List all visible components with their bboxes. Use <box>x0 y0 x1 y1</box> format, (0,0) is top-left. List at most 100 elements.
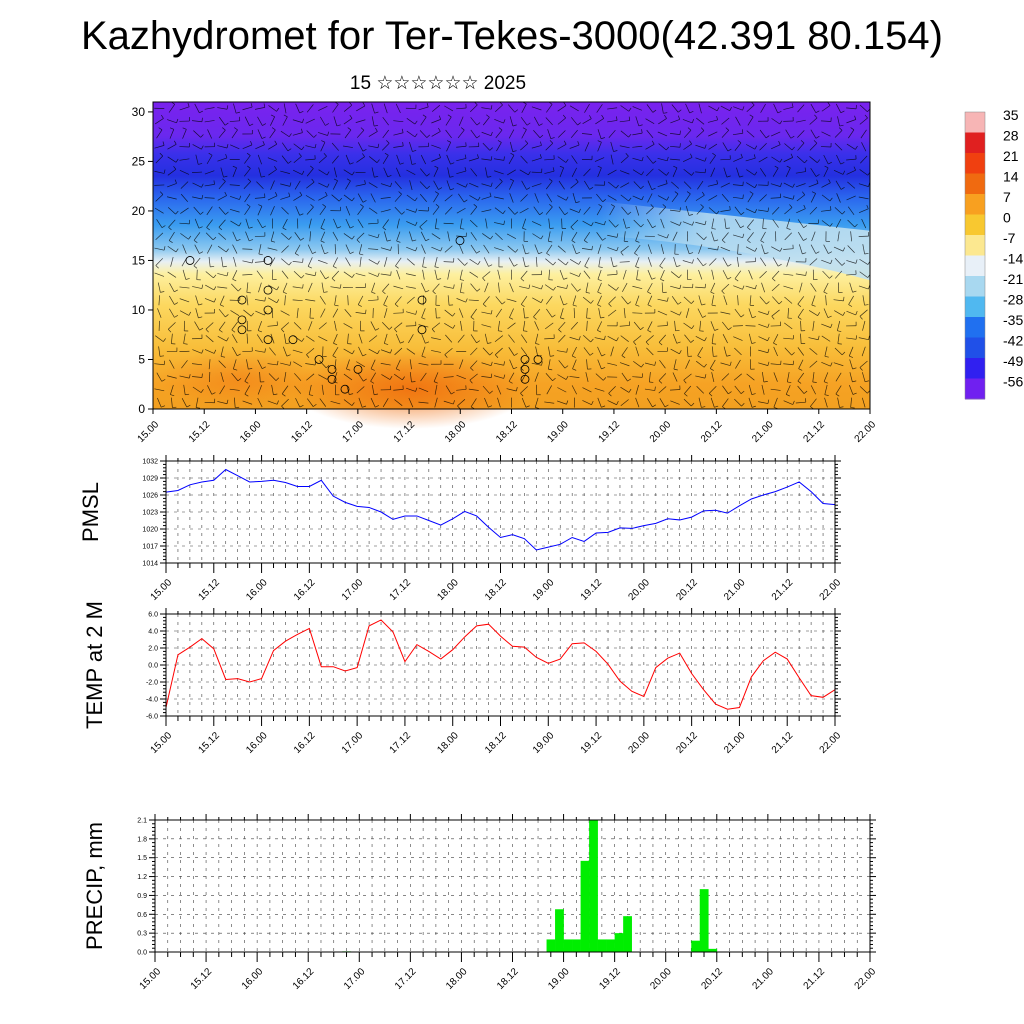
wind-barb <box>346 359 350 370</box>
wind-barb-flag <box>390 349 393 354</box>
wind-barb-flag <box>597 279 602 282</box>
wind-barb <box>380 363 391 366</box>
colorbar-swatch <box>965 214 985 236</box>
wind-barb-flag <box>514 353 518 356</box>
wind-barb <box>632 312 643 314</box>
wind-barb <box>469 104 478 113</box>
wind-barb <box>342 145 353 148</box>
wind-barb <box>646 347 654 356</box>
wind-barb <box>846 195 856 201</box>
wind-barb <box>747 219 754 228</box>
wind-barb-flag <box>435 228 440 230</box>
wind-barb <box>533 129 541 138</box>
x-tick-label: 18.00 <box>435 577 461 603</box>
wind-barb <box>444 347 453 355</box>
wind-barb-flag <box>174 315 179 318</box>
colorbar-label: -21 <box>1003 271 1023 287</box>
wind-barb-flag <box>334 304 339 307</box>
wind-barb-flag <box>855 311 858 316</box>
wind-barb <box>683 168 692 176</box>
wind-barb <box>837 116 840 127</box>
calm-wind-circle <box>263 335 273 345</box>
wind-barb-flag <box>540 299 544 303</box>
wind-barb <box>732 132 743 136</box>
wind-barb <box>444 194 453 202</box>
wind-barb-flag <box>575 178 579 183</box>
wind-barb-flag <box>274 140 278 145</box>
wind-barb-flag <box>377 143 380 148</box>
wind-barb <box>859 386 868 394</box>
wind-barb-flag <box>564 212 569 216</box>
wind-barb <box>406 387 416 392</box>
wind-barb <box>583 347 591 356</box>
wind-barb-flag <box>779 247 783 252</box>
wind-barb-flag <box>270 114 275 117</box>
wind-barb-flag <box>425 341 430 344</box>
wind-barb <box>821 361 831 367</box>
wind-barb <box>496 142 502 152</box>
x-tick-label: 15.12 <box>187 419 213 445</box>
wind-barb <box>608 219 616 228</box>
wind-barb-flag <box>332 355 337 359</box>
wind-barb <box>319 206 327 215</box>
wind-barb <box>619 120 630 123</box>
wind-barb <box>745 261 756 263</box>
wind-barb <box>232 231 238 242</box>
x-tick-label: 15.12 <box>196 730 222 756</box>
wind-barb <box>409 154 413 165</box>
wind-barb <box>670 310 680 316</box>
wind-barb-flag <box>224 122 229 126</box>
x-tick-label: 17.12 <box>388 730 414 756</box>
wind-barb-flag <box>725 127 729 131</box>
wind-barb-flag <box>704 144 707 149</box>
wind-barb <box>307 282 313 293</box>
wind-barb-flag <box>811 191 816 194</box>
wind-barb <box>230 310 240 316</box>
wind-barb <box>481 196 492 200</box>
wind-barb-flag <box>584 240 588 243</box>
y-tick-label: 2.0 <box>148 646 158 653</box>
wind-barb-flag <box>747 239 751 243</box>
wind-barb-flag <box>837 330 842 333</box>
wind-barb <box>745 246 756 252</box>
wind-barb-flag <box>219 329 223 333</box>
wind-barb <box>246 333 249 344</box>
wind-barb <box>295 103 300 114</box>
wind-barb <box>293 156 302 164</box>
wind-barb-flag <box>160 114 164 119</box>
wind-barb-flag <box>827 102 831 106</box>
wind-barb-flag <box>742 106 745 111</box>
wind-barb-flag <box>620 251 624 256</box>
wind-barb <box>456 388 467 391</box>
wind-barb <box>495 129 503 139</box>
wind-barb-flag <box>351 402 355 406</box>
wind-barb-flag <box>701 303 706 306</box>
wind-barb-flag <box>262 366 266 369</box>
wind-barb-flag <box>691 119 694 124</box>
wind-barb-flag <box>578 260 582 265</box>
colorbar-label: -14 <box>1003 251 1023 267</box>
wind-barb <box>305 335 315 342</box>
calm-wind-circle <box>520 364 530 374</box>
wind-barb-flag <box>250 312 255 317</box>
wind-barb <box>181 360 188 369</box>
wind-barb <box>696 206 704 215</box>
wind-barb-flag <box>503 361 505 366</box>
wind-barb <box>557 374 567 380</box>
wind-barb-flag <box>601 354 606 357</box>
wind-barb-flag <box>520 278 525 282</box>
wind-barb-flag <box>691 300 695 304</box>
wind-barb <box>619 145 630 149</box>
wind-barb-flag <box>734 278 739 282</box>
wind-barb-flag <box>662 204 667 208</box>
wind-barb-flag <box>271 127 276 131</box>
wind-barb <box>481 183 492 187</box>
wind-barb <box>833 299 844 302</box>
wind-barb <box>494 118 504 124</box>
wind-barb <box>772 296 780 305</box>
grid-lines <box>165 460 836 564</box>
wind-barb-flag <box>841 351 846 356</box>
wind-barb-flag <box>608 303 612 307</box>
wind-barb <box>394 206 402 215</box>
wind-barb-flag <box>749 191 754 195</box>
